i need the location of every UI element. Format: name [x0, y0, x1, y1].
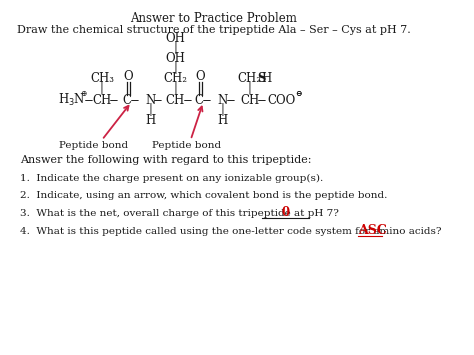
Text: O: O — [195, 70, 205, 82]
Text: |: | — [100, 82, 104, 94]
Text: 3.  What is the net, overall charge of this tripeptide at pH 7?: 3. What is the net, overall charge of th… — [20, 209, 346, 218]
Text: S: S — [257, 71, 266, 84]
Text: C: C — [194, 93, 203, 106]
Text: |: | — [248, 82, 252, 94]
Text: −: − — [202, 93, 211, 106]
Text: Peptide bond: Peptide bond — [59, 141, 128, 149]
Text: 1.  Indicate the charge present on any ionizable group(s).: 1. Indicate the charge present on any io… — [20, 174, 323, 182]
Text: −: − — [109, 93, 118, 106]
Text: ASC: ASC — [358, 224, 387, 236]
Text: Draw the chemical structure of the tripeptide Ala – Ser – Cys at pH 7.: Draw the chemical structure of the tripe… — [17, 25, 410, 35]
Text: H: H — [218, 114, 228, 126]
Text: CH₂: CH₂ — [164, 71, 187, 84]
Text: −: − — [256, 93, 266, 106]
Text: Answer the following with regard to this tripeptide:: Answer the following with regard to this… — [20, 155, 311, 165]
Text: |: | — [173, 82, 177, 94]
Text: ⊖: ⊖ — [295, 90, 301, 98]
Text: H: H — [262, 71, 272, 84]
Text: H$_3$N: H$_3$N — [58, 92, 86, 108]
Text: Peptide bond: Peptide bond — [152, 141, 221, 149]
Text: N: N — [218, 93, 228, 106]
Text: −: − — [182, 93, 192, 106]
Text: |: | — [221, 104, 225, 116]
Text: |: | — [173, 42, 177, 55]
Text: −: − — [225, 93, 235, 106]
Text: ⊕: ⊕ — [80, 90, 87, 98]
Text: CH₃: CH₃ — [90, 71, 114, 84]
Text: |: | — [173, 61, 177, 75]
Text: CH: CH — [166, 93, 185, 106]
Text: OH: OH — [165, 51, 185, 65]
Text: Answer to Practice Problem: Answer to Practice Problem — [130, 12, 297, 25]
Text: N: N — [145, 93, 155, 106]
Text: C: C — [123, 93, 132, 106]
Text: |: | — [148, 104, 152, 116]
Text: CH₂: CH₂ — [238, 71, 262, 84]
Text: CH: CH — [92, 93, 111, 106]
Text: −: − — [83, 93, 93, 106]
Text: H: H — [145, 114, 155, 126]
Text: COO: COO — [268, 93, 296, 106]
Text: CH: CH — [240, 93, 259, 106]
Text: −: − — [153, 93, 163, 106]
Text: ⊖: ⊖ — [295, 90, 301, 98]
Text: 0: 0 — [281, 206, 289, 218]
Text: 2.  Indicate, using an arrow, which covalent bond is the peptide bond.: 2. Indicate, using an arrow, which coval… — [20, 191, 387, 201]
Text: 4.  What is this peptide called using the one-letter code system for amino acids: 4. What is this peptide called using the… — [20, 228, 441, 236]
Text: OH: OH — [165, 32, 185, 44]
Text: −: − — [130, 93, 140, 106]
Text: O: O — [123, 70, 133, 82]
